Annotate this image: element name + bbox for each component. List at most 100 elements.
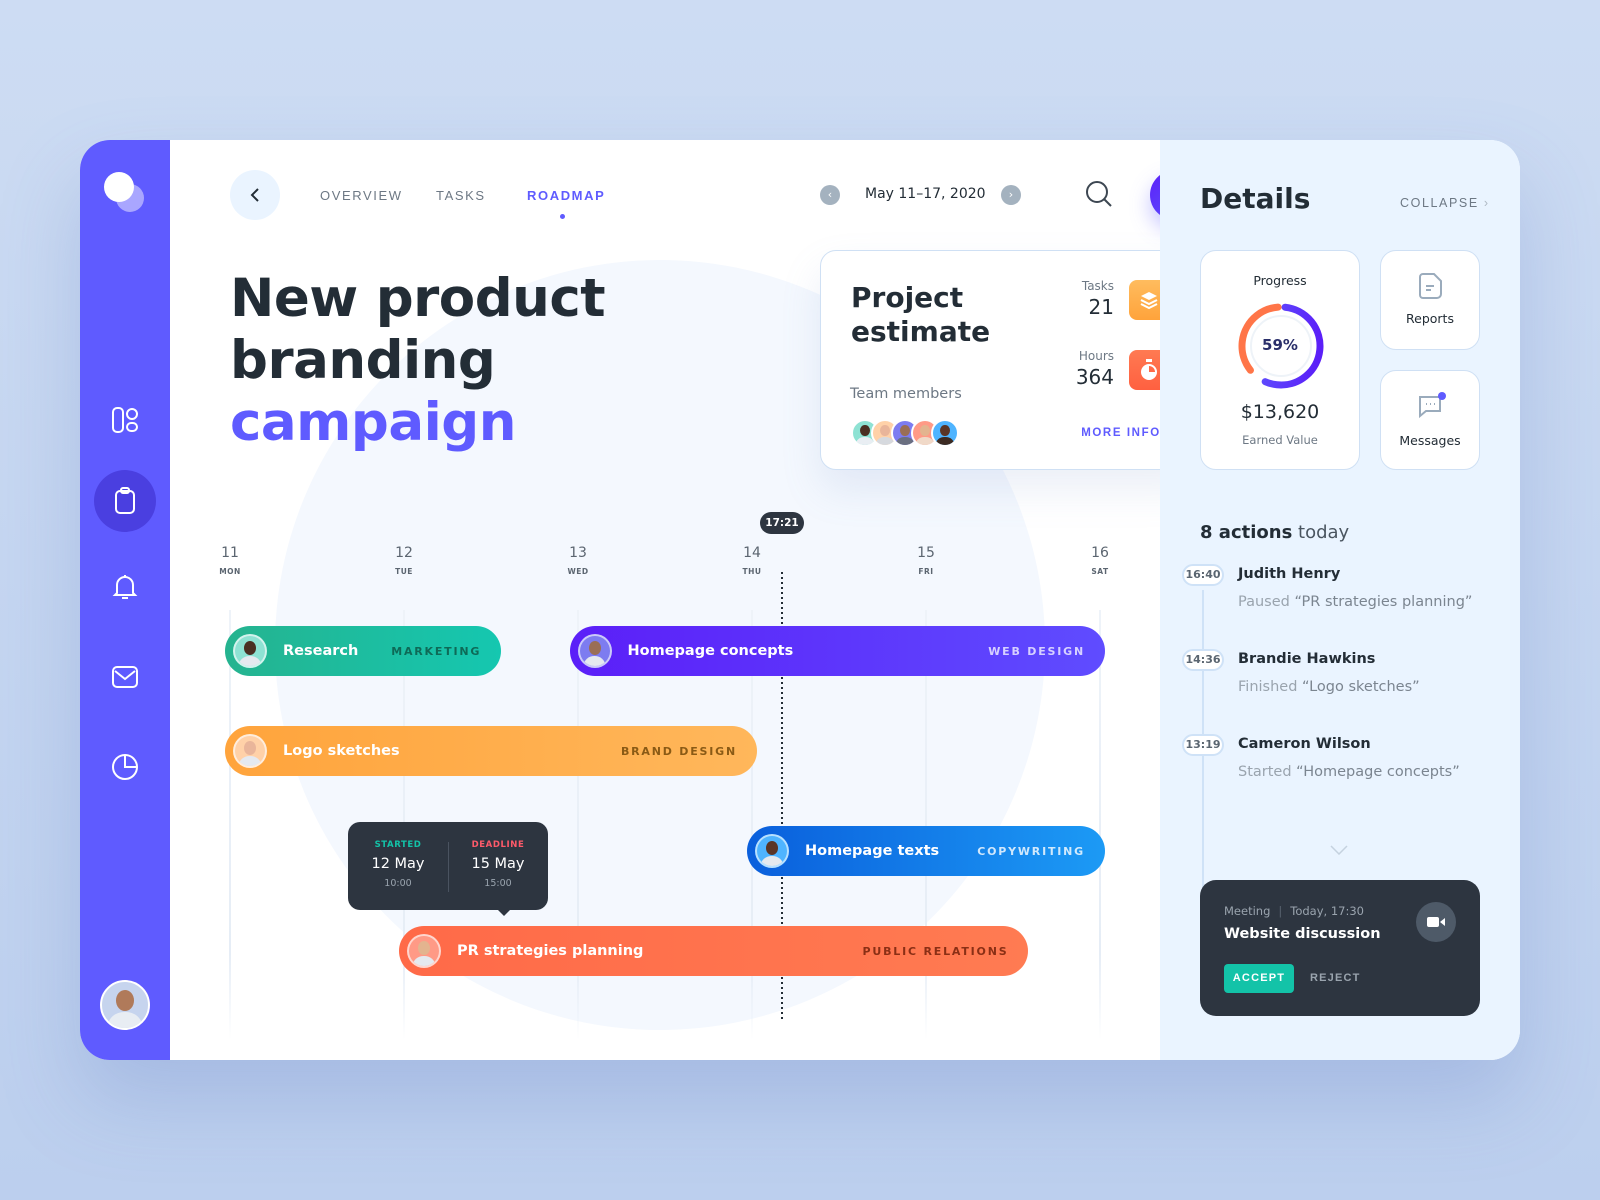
day-gridline [925, 610, 927, 1040]
chevron-down-icon [1330, 845, 1348, 856]
chevron-right-icon: › [1008, 188, 1014, 201]
assignee-avatar [407, 934, 441, 968]
collapse-button[interactable]: COLLAPSE › [1400, 196, 1490, 210]
day-column-header: 13 WED [567, 545, 589, 576]
action-user[interactable]: Judith Henry [1238, 566, 1341, 582]
user-avatar[interactable] [100, 980, 150, 1030]
meeting-title: Website discussion [1224, 926, 1381, 942]
day-column-header: 15 FRI [917, 545, 935, 576]
chevron-left-icon: ‹ [827, 188, 833, 201]
next-week-button[interactable]: › [1001, 185, 1021, 205]
chevron-right-icon: › [1483, 196, 1490, 210]
layers-icon [1140, 292, 1158, 310]
action-description: Finished “Logo sketches” [1238, 679, 1420, 695]
day-gridline [229, 610, 231, 1040]
action-user[interactable]: Cameron Wilson [1238, 736, 1371, 752]
assignee-avatar [233, 634, 267, 668]
accept-button[interactable]: ACCEPT [1224, 964, 1294, 993]
task-bar[interactable]: Research MARKETING [225, 626, 502, 676]
hours-badge [1129, 350, 1160, 390]
bell-icon [112, 575, 138, 599]
reports-label: Reports [1406, 311, 1454, 326]
sidebar [80, 140, 170, 1060]
tab-tasks[interactable]: TASKS [436, 188, 486, 203]
messages-label: Messages [1399, 433, 1461, 448]
search-button[interactable] [1085, 180, 1113, 212]
action-description: Paused “PR strategies planning” [1238, 594, 1473, 610]
tooltip-arrow [498, 910, 510, 916]
deadline-info: DEADLINE 15 May 15:00 [471, 840, 525, 889]
task-bar[interactable]: Homepage texts COPYWRITING [747, 826, 1105, 876]
divider [448, 842, 449, 892]
reject-button[interactable]: REJECT [1310, 972, 1361, 984]
back-button[interactable] [230, 170, 280, 220]
estimate-title: Project estimate [851, 281, 991, 348]
stopwatch-icon [1141, 359, 1157, 380]
task-category: COPYWRITING [977, 844, 1085, 858]
assignee-avatar [233, 734, 267, 768]
action-description: Started “Homepage concepts” [1238, 764, 1460, 780]
task-name: PR strategies planning [457, 943, 644, 959]
project-estimate-card: Project estimate Team members Tasks 21 Ho… [820, 250, 1160, 470]
avatar[interactable] [931, 419, 959, 447]
task-bar[interactable]: Homepage concepts WEB DESIGN [569, 626, 1105, 676]
progress-percent: 59% [1262, 336, 1298, 354]
sidebar-item-dashboard[interactable] [100, 395, 150, 445]
search-icon [1086, 181, 1112, 207]
day-gridline [577, 610, 579, 1040]
tasks-badge [1129, 280, 1160, 320]
task-bar[interactable]: PR strategies planning PUBLIC RELATIONS [399, 926, 1029, 976]
task-name: Research [283, 643, 359, 659]
progress-ring [1238, 303, 1324, 389]
prev-week-button[interactable]: ‹ [820, 185, 840, 205]
task-category: MARKETING [391, 644, 482, 658]
more-info-link[interactable]: MORE INFO › [1081, 427, 1160, 439]
team-members-label: Team members [850, 386, 962, 402]
messages-button[interactable]: Messages [1380, 370, 1480, 470]
action-user[interactable]: Brandie Hawkins [1238, 651, 1376, 667]
task-category: WEB DESIGN [988, 644, 1085, 658]
day-column-header: 12 TUE [395, 545, 413, 576]
day-column-header: 14 THU [742, 545, 762, 576]
started-info: STARTED 12 May 10:00 [371, 840, 425, 889]
actions-heading: 8 actions today [1200, 522, 1350, 543]
task-name: Homepage concepts [627, 643, 794, 659]
app-window: OVERVIEW TASKS ROADMAP ‹ May 11–17, 2020… [80, 140, 1520, 1060]
progress-label: Progress [1253, 273, 1307, 288]
assignee-avatar [577, 634, 612, 668]
sidebar-item-tasks[interactable] [94, 470, 156, 532]
active-tab-indicator [560, 214, 565, 219]
tab-overview[interactable]: OVERVIEW [320, 188, 403, 203]
team-avatars [851, 419, 959, 447]
task-name: Logo sketches [283, 743, 400, 759]
earned-value: $13,620 [1240, 401, 1320, 423]
task-name: Homepage texts [805, 843, 940, 859]
video-call-button[interactable] [1416, 902, 1456, 942]
sidebar-item-reports[interactable] [100, 742, 150, 792]
task-bar[interactable]: Logo sketches BRAND DESIGN [225, 726, 757, 776]
sidebar-item-mail[interactable] [100, 652, 150, 702]
details-title: Details [1200, 182, 1311, 215]
video-camera-icon [1427, 917, 1445, 927]
reports-button[interactable]: Reports [1380, 250, 1480, 350]
document-icon [1419, 273, 1442, 299]
assignee-avatar [755, 834, 789, 868]
chevron-left-icon [250, 188, 259, 202]
show-more-button[interactable] [1330, 840, 1348, 859]
task-dates-tooltip: STARTED 12 May 10:00 DEADLINE 15 May 15:… [348, 822, 548, 916]
sidebar-item-notifications[interactable] [100, 562, 150, 612]
task-category: PUBLIC RELATIONS [862, 944, 1009, 958]
page-title: New product branding campaign [230, 268, 606, 453]
tab-roadmap[interactable]: ROADMAP [527, 188, 606, 203]
earned-value-label: Earned Value [1242, 433, 1318, 447]
add-button[interactable] [1150, 170, 1160, 220]
main-content: OVERVIEW TASKS ROADMAP ‹ May 11–17, 2020… [170, 140, 1160, 1060]
current-time-badge: 17:21 [760, 512, 804, 534]
day-gridline [751, 610, 753, 1040]
pie-chart-icon [112, 754, 138, 780]
day-column-header: 16 SAT [1091, 545, 1109, 576]
progress-card: Progress 59% $13,620 Earned Value [1200, 250, 1360, 470]
day-gridline [1099, 610, 1101, 1040]
mail-icon [112, 666, 138, 688]
action-time: 14:36 [1182, 649, 1224, 671]
